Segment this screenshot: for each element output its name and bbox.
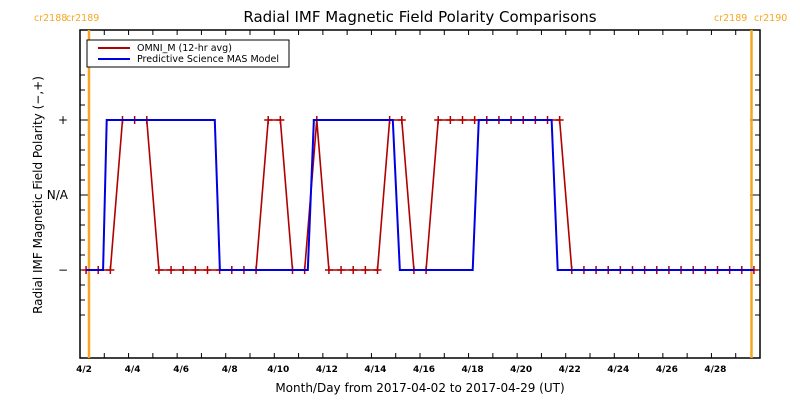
x-tick-label: 4/26 [656, 365, 678, 375]
omni-data-point [446, 116, 455, 124]
omni-data-point [203, 266, 212, 274]
y-axis-label: Radial IMF Magnetic Field Polarity (−,+) [31, 76, 45, 314]
x-tick-label: 4/8 [222, 365, 238, 375]
x-axis-label: Month/Day from 2017-04-02 to 2017-04-29 … [275, 381, 564, 395]
omni-data-point [324, 266, 333, 274]
y-tick-label: + [58, 113, 68, 127]
plot-frame [79, 29, 761, 359]
x-tick-label: 4/24 [607, 365, 629, 375]
omni-data-point [264, 116, 273, 124]
y-tick-label: − [58, 263, 68, 277]
x-tick-label: 4/20 [510, 365, 532, 375]
mas-series-line [86, 119, 754, 271]
carrington-label-right: cr2190 [754, 13, 787, 24]
y-tick-label: N/A [47, 188, 69, 202]
omni-data-point [106, 266, 115, 274]
carrington-label-left: cr2188 [34, 13, 67, 24]
x-tick-label: 4/18 [462, 365, 484, 375]
carrington-label-left: cr2189 [714, 13, 747, 24]
legend-label-mas: Predictive Science MAS Model [137, 54, 279, 65]
omni-data-point [349, 266, 358, 274]
omni-data-point [337, 266, 346, 274]
x-tick-label: 4/2 [76, 365, 92, 375]
omni-series-line [86, 119, 754, 271]
x-tick-label: 4/22 [559, 365, 581, 375]
omni-data-point [397, 116, 406, 124]
omni-data-point [555, 116, 564, 124]
legend-label-omni: OMNI_M (12-hr avg) [137, 43, 232, 54]
omni-data-point [276, 116, 285, 124]
omni-data-point [373, 266, 382, 274]
carrington-label-right: cr2189 [66, 13, 99, 24]
omni-data-point [434, 116, 443, 124]
legend-box [86, 39, 290, 68]
omni-data-point [458, 116, 467, 124]
omni-data-point [361, 266, 370, 274]
axes-layer: 4/2 4/4 4/6 4/8 4/10 4/12 4/14 4/16 4/18 4/20 4/22… [47, 29, 761, 375]
omni-data-point [470, 116, 479, 124]
x-tick-label: 4/4 [125, 365, 141, 375]
chart-title: Radial IMF Magnetic Field Polarity Compa… [243, 8, 596, 26]
omni-data-point [167, 266, 176, 274]
x-tick-label: 4/14 [364, 365, 386, 375]
legend: OMNI_M (12-hr avg) Predictive Science MA… [86, 39, 290, 68]
x-tick-label: 4/6 [173, 365, 189, 375]
omni-data-point [191, 266, 200, 274]
series-layer [82, 116, 758, 274]
x-tick-label: 4/10 [267, 365, 289, 375]
x-tick-label: 4/28 [704, 365, 726, 375]
x-tick-label: 4/12 [316, 365, 338, 375]
omni-data-point [154, 266, 163, 274]
x-tick-label: 4/16 [413, 365, 435, 375]
omni-data-point [179, 266, 188, 274]
